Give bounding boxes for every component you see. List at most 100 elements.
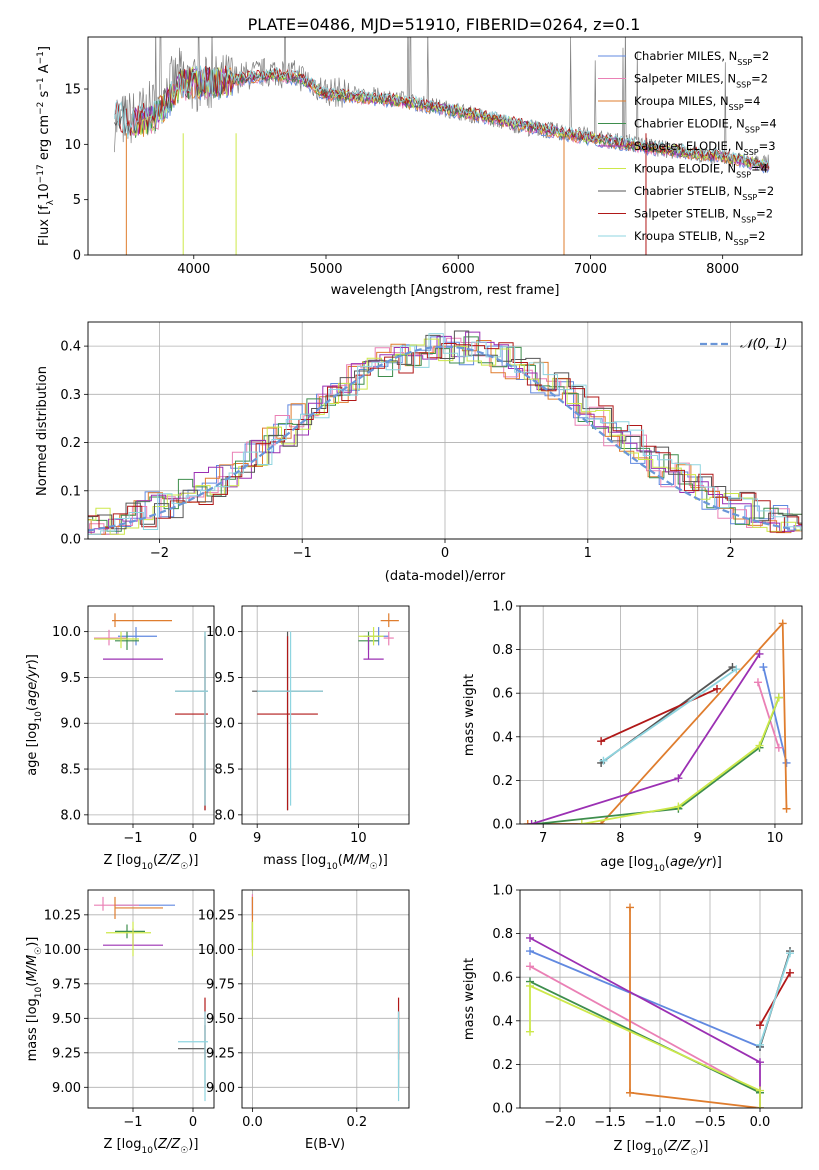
x-tick-label: 0 xyxy=(189,1115,197,1130)
panel-age_vs_Z: −1 0 8.0 8.5 9.0 9.5 10.0 Z [log10(Z/Z☉)] age [l… xyxy=(25,605,215,872)
weight-marker-kroupa_elodie xyxy=(526,1027,534,1036)
y-tick-label: 5 xyxy=(73,193,81,208)
histogram-chabrier_miles xyxy=(88,336,802,535)
weight-marker-kroupa_miles xyxy=(778,619,787,628)
y-tick-label: 0.8 xyxy=(492,927,513,942)
weight-line-salpeter_elodie xyxy=(531,653,761,824)
plot-area xyxy=(252,613,399,811)
weight-marker-kroupa_elodie xyxy=(756,1104,764,1108)
y-tick-label: 0.4 xyxy=(60,340,81,355)
x-tick-label: −1 xyxy=(123,831,142,846)
y-tick-label: 9.25 xyxy=(52,1046,81,1061)
y-tick-label: 8.5 xyxy=(214,763,235,778)
weight-marker-kroupa_elodie xyxy=(756,1086,764,1095)
weight-line-kroupa_stelib xyxy=(602,668,737,762)
legend-label-salpeter_elodie: Salpeter ELODIE, NSSP=3 xyxy=(634,139,776,157)
x-tick-label: −1 xyxy=(123,1115,142,1130)
weight-marker-salpeter_elodie xyxy=(674,774,683,783)
weight-line-salpeter_stelib xyxy=(600,687,718,743)
weight-marker-salpeter_elodie xyxy=(755,649,764,658)
y-tick-label: 9.00 xyxy=(52,1081,81,1096)
figure-title: PLATE=0486, MJD=51910, FIBERID=0264, z=0… xyxy=(248,15,641,34)
x-tick-label: 5000 xyxy=(309,262,342,277)
y-tick-label: 9.0 xyxy=(214,717,235,732)
histogram-salpeter_stelib xyxy=(88,342,802,533)
plot-area xyxy=(526,903,794,1108)
y-tick-label: 0.6 xyxy=(492,687,513,702)
x-tick-label: 7000 xyxy=(574,262,607,277)
axes-frame xyxy=(519,889,803,1109)
y-tick-label: 9.0 xyxy=(60,717,81,732)
weight-marker-kroupa_miles xyxy=(523,820,532,824)
plot-area xyxy=(88,330,802,535)
y-axis-label: age [log10(age/yr)] xyxy=(25,654,44,776)
y-tick-label: 0.2 xyxy=(492,1058,513,1073)
y-tick-label: 0.4 xyxy=(492,1014,513,1029)
weight-marker-salpeter_miles xyxy=(753,678,762,687)
weight-line-kroupa_elodie xyxy=(581,697,780,824)
weight-marker-salpeter_stelib xyxy=(713,684,722,693)
y-tick-label: 0.1 xyxy=(60,484,81,499)
weight-marker-chabrier_miles xyxy=(526,947,534,956)
plot-area xyxy=(114,37,770,255)
panel-weight_vs_Z: −2.0 −1.5 −1.0 −0.5 0.0 0.0 0.2 0.4 0.6 0.8 1.0 Z [… xyxy=(462,884,803,1158)
weight-marker-salpeter_elodie xyxy=(756,1058,764,1067)
y-tick-label: 9.00 xyxy=(206,1081,235,1096)
weight-marker-salpeter_elodie xyxy=(527,820,536,824)
x-tick-label: 0.2 xyxy=(346,1115,367,1130)
histogram-salpeter_elodie xyxy=(88,331,802,533)
legend-label-kroupa_elodie: Kroupa ELODIE, NSSP=4 xyxy=(634,162,768,180)
axes-frame xyxy=(87,36,803,256)
x-tick-label: 8 xyxy=(616,831,624,846)
plot-area xyxy=(251,894,400,1102)
weight-marker-kroupa_elodie xyxy=(577,820,586,824)
legend-label-chabrier_miles: Chabrier MILES, NSSP=2 xyxy=(634,49,769,67)
y-axis-label: Flux [fλ10−17 erg cm−2 s−1 A−1] xyxy=(36,46,56,246)
weight-line-chabrier_miles xyxy=(529,950,761,1048)
histogram-kroupa_stelib xyxy=(88,333,802,535)
y-tick-label: 0.4 xyxy=(492,730,513,745)
x-tick-label: 10 xyxy=(767,831,784,846)
y-tick-label: 15 xyxy=(64,83,81,98)
y-tick-label: 9.25 xyxy=(206,1046,235,1061)
x-axis-label: mass [log10(M/M☉)] xyxy=(263,853,388,872)
weight-line-chabrier_elodie xyxy=(529,980,761,1094)
weight-marker-salpeter_stelib xyxy=(786,968,794,977)
legend-label-chabrier_elodie: Chabrier ELODIE, NSSP=4 xyxy=(634,117,777,135)
weight-marker-chabrier_miles xyxy=(759,663,768,672)
y-tick-label: 0.2 xyxy=(492,774,513,789)
weight-marker-kroupa_elodie xyxy=(526,981,534,990)
x-tick-label: 1 xyxy=(584,546,592,561)
histogram-chabrier_elodie xyxy=(88,336,802,532)
axes-frame xyxy=(519,605,803,825)
y-tick-label: 0.3 xyxy=(60,388,81,403)
panel-residual_hist: −2 −1 0 1 2 0.0 0.1 0.2 0.3 0.4 𝒩(0, 1) (data-model… xyxy=(35,321,803,584)
y-tick-label: 10.00 xyxy=(198,943,235,958)
y-tick-label: 10.0 xyxy=(206,625,235,640)
x-axis-label: age [log10(age/yr)] xyxy=(600,855,722,874)
x-tick-label: −2 xyxy=(150,546,169,561)
x-tick-label: −1 xyxy=(293,546,312,561)
histogram-kroupa_miles xyxy=(88,340,802,535)
x-tick-label: −2.0 xyxy=(544,1115,576,1130)
y-tick-label: 1.0 xyxy=(492,884,513,899)
panel-mass_vs_ebv: 0.0 0.2 9.00 9.25 9.50 9.75 10.00 10.25 E(B-V) xyxy=(198,889,410,1152)
weight-marker-kroupa_miles xyxy=(782,804,791,813)
y-tick-label: 0.0 xyxy=(492,1102,513,1117)
y-tick-label: 0.0 xyxy=(492,818,513,833)
y-tick-label: 10 xyxy=(64,138,81,153)
axes-frame xyxy=(241,605,410,825)
y-tick-label: 8.5 xyxy=(60,763,81,778)
panel-weight_vs_age: 7 8 9 10 0.0 0.2 0.4 0.6 0.8 1.0 age [log10(age/yr… xyxy=(462,600,803,874)
x-tick-label: 9 xyxy=(253,831,261,846)
weight-marker-salpeter_stelib xyxy=(756,1021,764,1030)
x-axis-label: E(B-V) xyxy=(305,1137,345,1152)
x-tick-label: −1.0 xyxy=(644,1115,676,1130)
normal-curve xyxy=(88,345,797,532)
x-tick-label: 10 xyxy=(350,831,367,846)
weight-marker-salpeter_elodie xyxy=(526,933,534,942)
y-tick-label: 0 xyxy=(73,249,81,264)
weight-marker-kroupa_elodie xyxy=(774,693,783,702)
